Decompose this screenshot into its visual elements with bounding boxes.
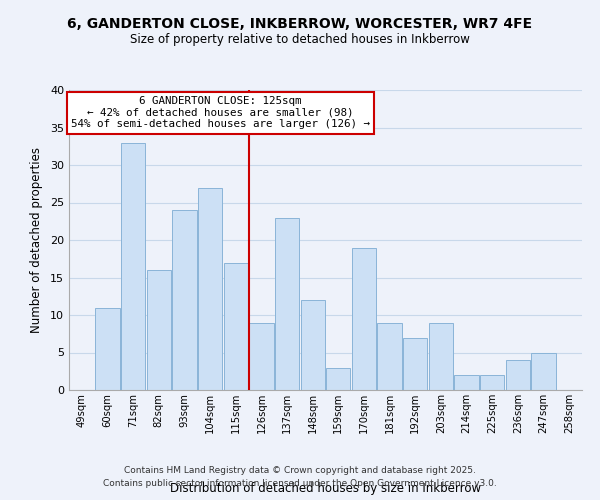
Bar — [532, 352, 556, 390]
Bar — [224, 262, 248, 390]
Text: 6 GANDERTON CLOSE: 125sqm
← 42% of detached houses are smaller (98)
54% of semi-: 6 GANDERTON CLOSE: 125sqm ← 42% of detac… — [71, 96, 370, 129]
Text: 6, GANDERTON CLOSE, INKBERROW, WORCESTER, WR7 4FE: 6, GANDERTON CLOSE, INKBERROW, WORCESTER… — [67, 18, 533, 32]
Bar — [377, 322, 402, 390]
X-axis label: Distribution of detached houses by size in Inkberrow: Distribution of detached houses by size … — [170, 482, 481, 495]
Bar — [146, 270, 171, 390]
Bar — [275, 218, 299, 390]
Bar — [454, 375, 479, 390]
Bar — [198, 188, 222, 390]
Bar — [403, 338, 427, 390]
Text: Contains HM Land Registry data © Crown copyright and database right 2025.
Contai: Contains HM Land Registry data © Crown c… — [103, 466, 497, 487]
Bar — [301, 300, 325, 390]
Bar — [352, 248, 376, 390]
Bar — [326, 368, 350, 390]
Bar — [429, 322, 453, 390]
Bar — [249, 322, 274, 390]
Y-axis label: Number of detached properties: Number of detached properties — [30, 147, 43, 333]
Bar — [172, 210, 197, 390]
Bar — [121, 142, 145, 390]
Bar — [95, 308, 119, 390]
Text: Size of property relative to detached houses in Inkberrow: Size of property relative to detached ho… — [130, 32, 470, 46]
Bar — [506, 360, 530, 390]
Bar — [480, 375, 505, 390]
